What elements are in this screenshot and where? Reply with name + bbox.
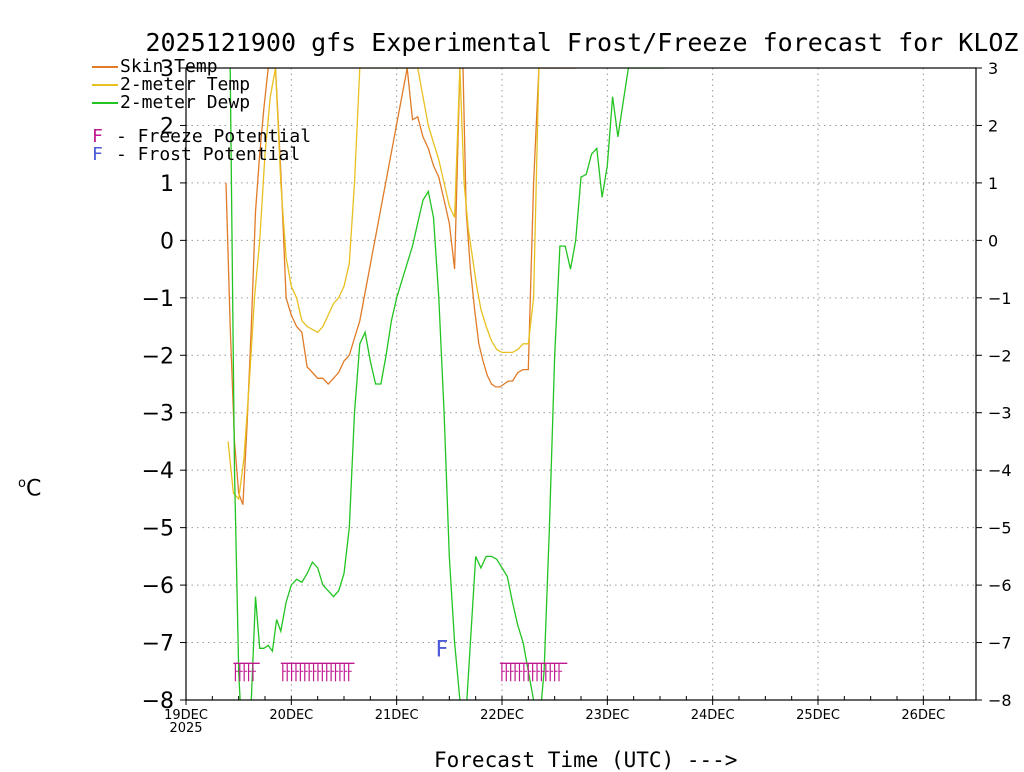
y-axis-right: −8 −7 −6 −5 −4 −3 −2 −1 0 1 2 3: [976, 59, 1012, 710]
legend-swatch-2m-temp: [92, 84, 118, 86]
y-tick-label-right: −2: [988, 346, 1012, 365]
y-tick-label: −5: [142, 517, 174, 542]
chart-title: 2025121900 gfs Experimental Frost/Freeze…: [145, 28, 1019, 57]
y-tick-label-right: −8: [988, 691, 1012, 710]
legend-label: 2-meter Temp: [120, 74, 251, 95]
x-tick-label: 24DEC: [691, 708, 735, 723]
y-tick-label: 3: [160, 57, 174, 82]
legend: Skin Temp 2-meter Temp 2-meter Dewp F - F…: [92, 58, 311, 164]
x-tick-label: 26DEC: [901, 708, 945, 723]
x-tick-label: 23DEC: [585, 708, 629, 723]
flag-layer: F: [233, 637, 568, 682]
y-tick-label: −3: [142, 402, 174, 427]
legend-entry-2m-dewp: 2-meter Dewp: [92, 94, 311, 112]
y-tick-label-right: 2: [988, 116, 998, 135]
y-tick-label-right: −6: [988, 576, 1012, 595]
plot-frame: [185, 67, 977, 701]
x-tick-label: 22DEC: [480, 708, 524, 723]
legend-freeze-potential: F - Freeze Potential: [92, 128, 311, 146]
legend-entry-skin-temp: Skin Temp: [92, 58, 311, 76]
degree-mark: o: [18, 476, 26, 491]
y-tick-label-right: −5: [988, 519, 1012, 538]
legend-frost-potential: F - Frost Potential: [92, 146, 311, 164]
x-tick-label: 21DEC: [375, 708, 419, 723]
legend-label: - Freeze Potential: [116, 126, 312, 147]
y-axis-unit: C: [25, 476, 42, 502]
y-tick-label-right: −3: [988, 404, 1012, 423]
x-axis-label: Forecast Time (UTC) --->: [434, 748, 738, 772]
y-tick-label-right: −4: [988, 461, 1012, 480]
legend-swatch-skin-temp: [92, 66, 118, 68]
y-axis-label: oC: [18, 476, 41, 501]
series-line-2-meter-temp: [227, 68, 576, 501]
x-tick-label: 19DEC: [164, 708, 208, 723]
x-tick-label: 20DEC: [269, 708, 313, 723]
y-tick-label-right: 3: [988, 59, 998, 78]
y-tick-label-right: 1: [988, 174, 998, 193]
y-tick-label: −8: [142, 689, 174, 714]
legend-swatch-2m-dewp: [92, 102, 118, 104]
x-tick-label: 25DEC: [796, 708, 840, 723]
freeze-flag-glyph: F: [92, 126, 103, 147]
y-tick-label: 1: [160, 172, 174, 197]
frost-flag-glyph: F: [92, 144, 103, 165]
y-tick-label-right: 0: [988, 231, 998, 250]
y-tick-label: −1: [142, 287, 174, 312]
frost-flag: F: [436, 637, 449, 662]
x-tick-year: 2025: [169, 721, 202, 736]
y-tick-label: −7: [142, 632, 174, 657]
series-line-2-meter-dewp: [229, 68, 666, 700]
legend-entry-2m-temp: 2-meter Temp: [92, 76, 311, 94]
legend-label: 2-meter Dewp: [120, 92, 251, 113]
y-axis-left: −8 −7 −6 −5 −4 −3 −2 −1 0 1 2 3: [142, 57, 186, 714]
y-tick-label-right: −1: [988, 289, 1012, 308]
x-axis: 19DEC 20DEC 21DEC 22DEC 23DEC 24DEC 25DEC 26DEC…: [164, 700, 945, 736]
y-tick-label: 0: [160, 229, 174, 254]
y-tick-label: −4: [142, 459, 174, 484]
legend-label: - Frost Potential: [116, 144, 301, 165]
series-layer: [225, 68, 666, 700]
y-tick-label: −6: [142, 574, 174, 599]
legend-label: Skin Temp: [120, 56, 218, 77]
y-tick-label: −2: [142, 344, 174, 369]
y-tick-label: 2: [160, 114, 174, 139]
y-tick-label-right: −7: [988, 634, 1012, 653]
series-line-skin-temp: [225, 68, 576, 505]
